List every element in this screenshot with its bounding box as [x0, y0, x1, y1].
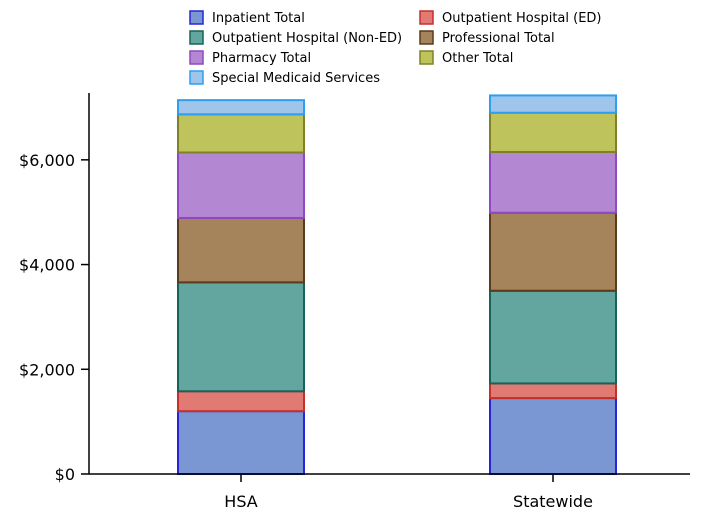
y-tick-label: $6,000 [19, 151, 75, 170]
bar-segment [177, 151, 305, 219]
legend-swatch [189, 10, 204, 25]
bars [177, 94, 617, 475]
legend-label: Outpatient Hospital (Non-ED) [212, 31, 402, 46]
bar-segment [489, 397, 617, 475]
y-tick-label: $2,000 [19, 360, 75, 379]
x-tick-label: Statewide [513, 492, 593, 511]
legend-label: Outpatient Hospital (ED) [442, 11, 602, 26]
legend-swatch [419, 50, 434, 65]
legend-label: Professional Total [442, 31, 555, 46]
bar-segment [177, 113, 305, 154]
legend-item: Outpatient Hospital (ED) [419, 10, 602, 26]
legend-item: Inpatient Total [189, 10, 305, 26]
bar-segment [177, 216, 305, 284]
y-tick-label: $4,000 [19, 256, 75, 275]
legend-item: Outpatient Hospital (Non-ED) [189, 30, 402, 46]
y-tick-label: $0 [55, 465, 75, 484]
bar-segment [489, 382, 617, 400]
x-tick-label: HSA [224, 492, 257, 511]
legend-item: Special Medicaid Services [189, 70, 380, 86]
legend-swatch [189, 70, 204, 85]
legend-swatch [189, 50, 204, 65]
legend-swatch [419, 30, 434, 45]
bar-segment [489, 94, 617, 114]
legend-label: Other Total [442, 51, 513, 66]
bar-segment [177, 99, 305, 116]
bar-segment [489, 150, 617, 214]
bar-segment [489, 211, 617, 292]
legend-swatch [189, 30, 204, 45]
legend-item: Other Total [419, 50, 513, 66]
axes: $0 $2,000 $4,000 $6,000 HSA Statewide [19, 93, 690, 511]
legend: Inpatient Total Outpatient Hospital (ED) O… [189, 10, 602, 86]
legend-label: Pharmacy Total [212, 51, 311, 66]
legend-label: Special Medicaid Services [212, 71, 380, 86]
bar-segment [177, 410, 305, 475]
legend-item: Professional Total [419, 30, 555, 46]
bar-segment [489, 111, 617, 153]
legend-swatch [419, 10, 434, 25]
bar-segment [177, 281, 305, 393]
bar-segment [489, 289, 617, 385]
bar-segment [177, 390, 305, 413]
legend-item: Pharmacy Total [189, 50, 311, 66]
legend-label: Inpatient Total [212, 11, 305, 26]
